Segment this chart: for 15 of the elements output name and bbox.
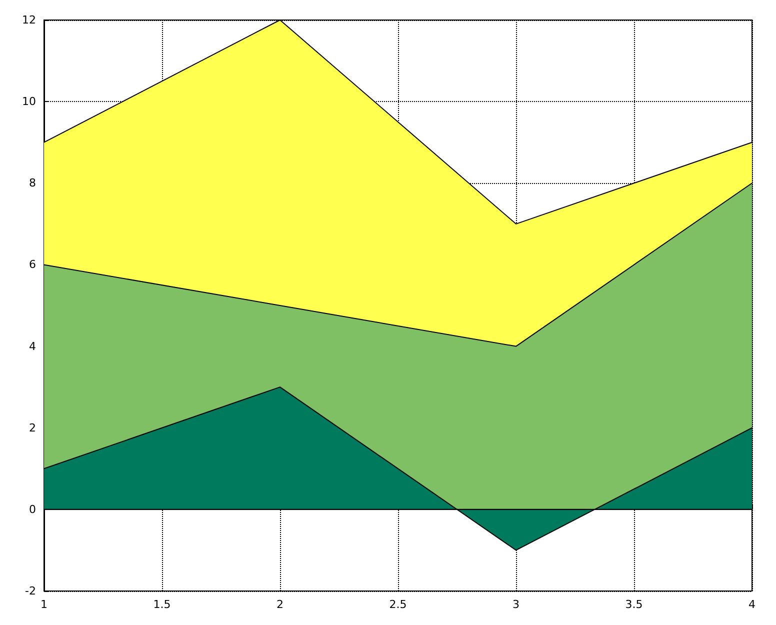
y-tick-label: 6 <box>29 258 36 272</box>
x-tick-label: 1 <box>40 598 48 611</box>
y-tick-label: -2 <box>25 584 36 598</box>
x-tick-label: 3 <box>512 598 520 611</box>
y-tick-label: 0 <box>29 502 36 516</box>
x-tick-label: 3.5 <box>625 598 643 611</box>
y-tick-label: 10 <box>22 95 36 108</box>
x-tick-label: 4 <box>748 598 756 611</box>
x-tick-label: 2 <box>276 598 284 611</box>
x-tick-label: 2.5 <box>389 598 407 611</box>
y-tick-label: 4 <box>29 340 36 353</box>
x-tick-label: 1.5 <box>153 598 171 611</box>
y-tick-label: 8 <box>29 176 36 190</box>
y-tick-label: 2 <box>29 421 36 434</box>
y-tick-label: 12 <box>22 14 36 26</box>
